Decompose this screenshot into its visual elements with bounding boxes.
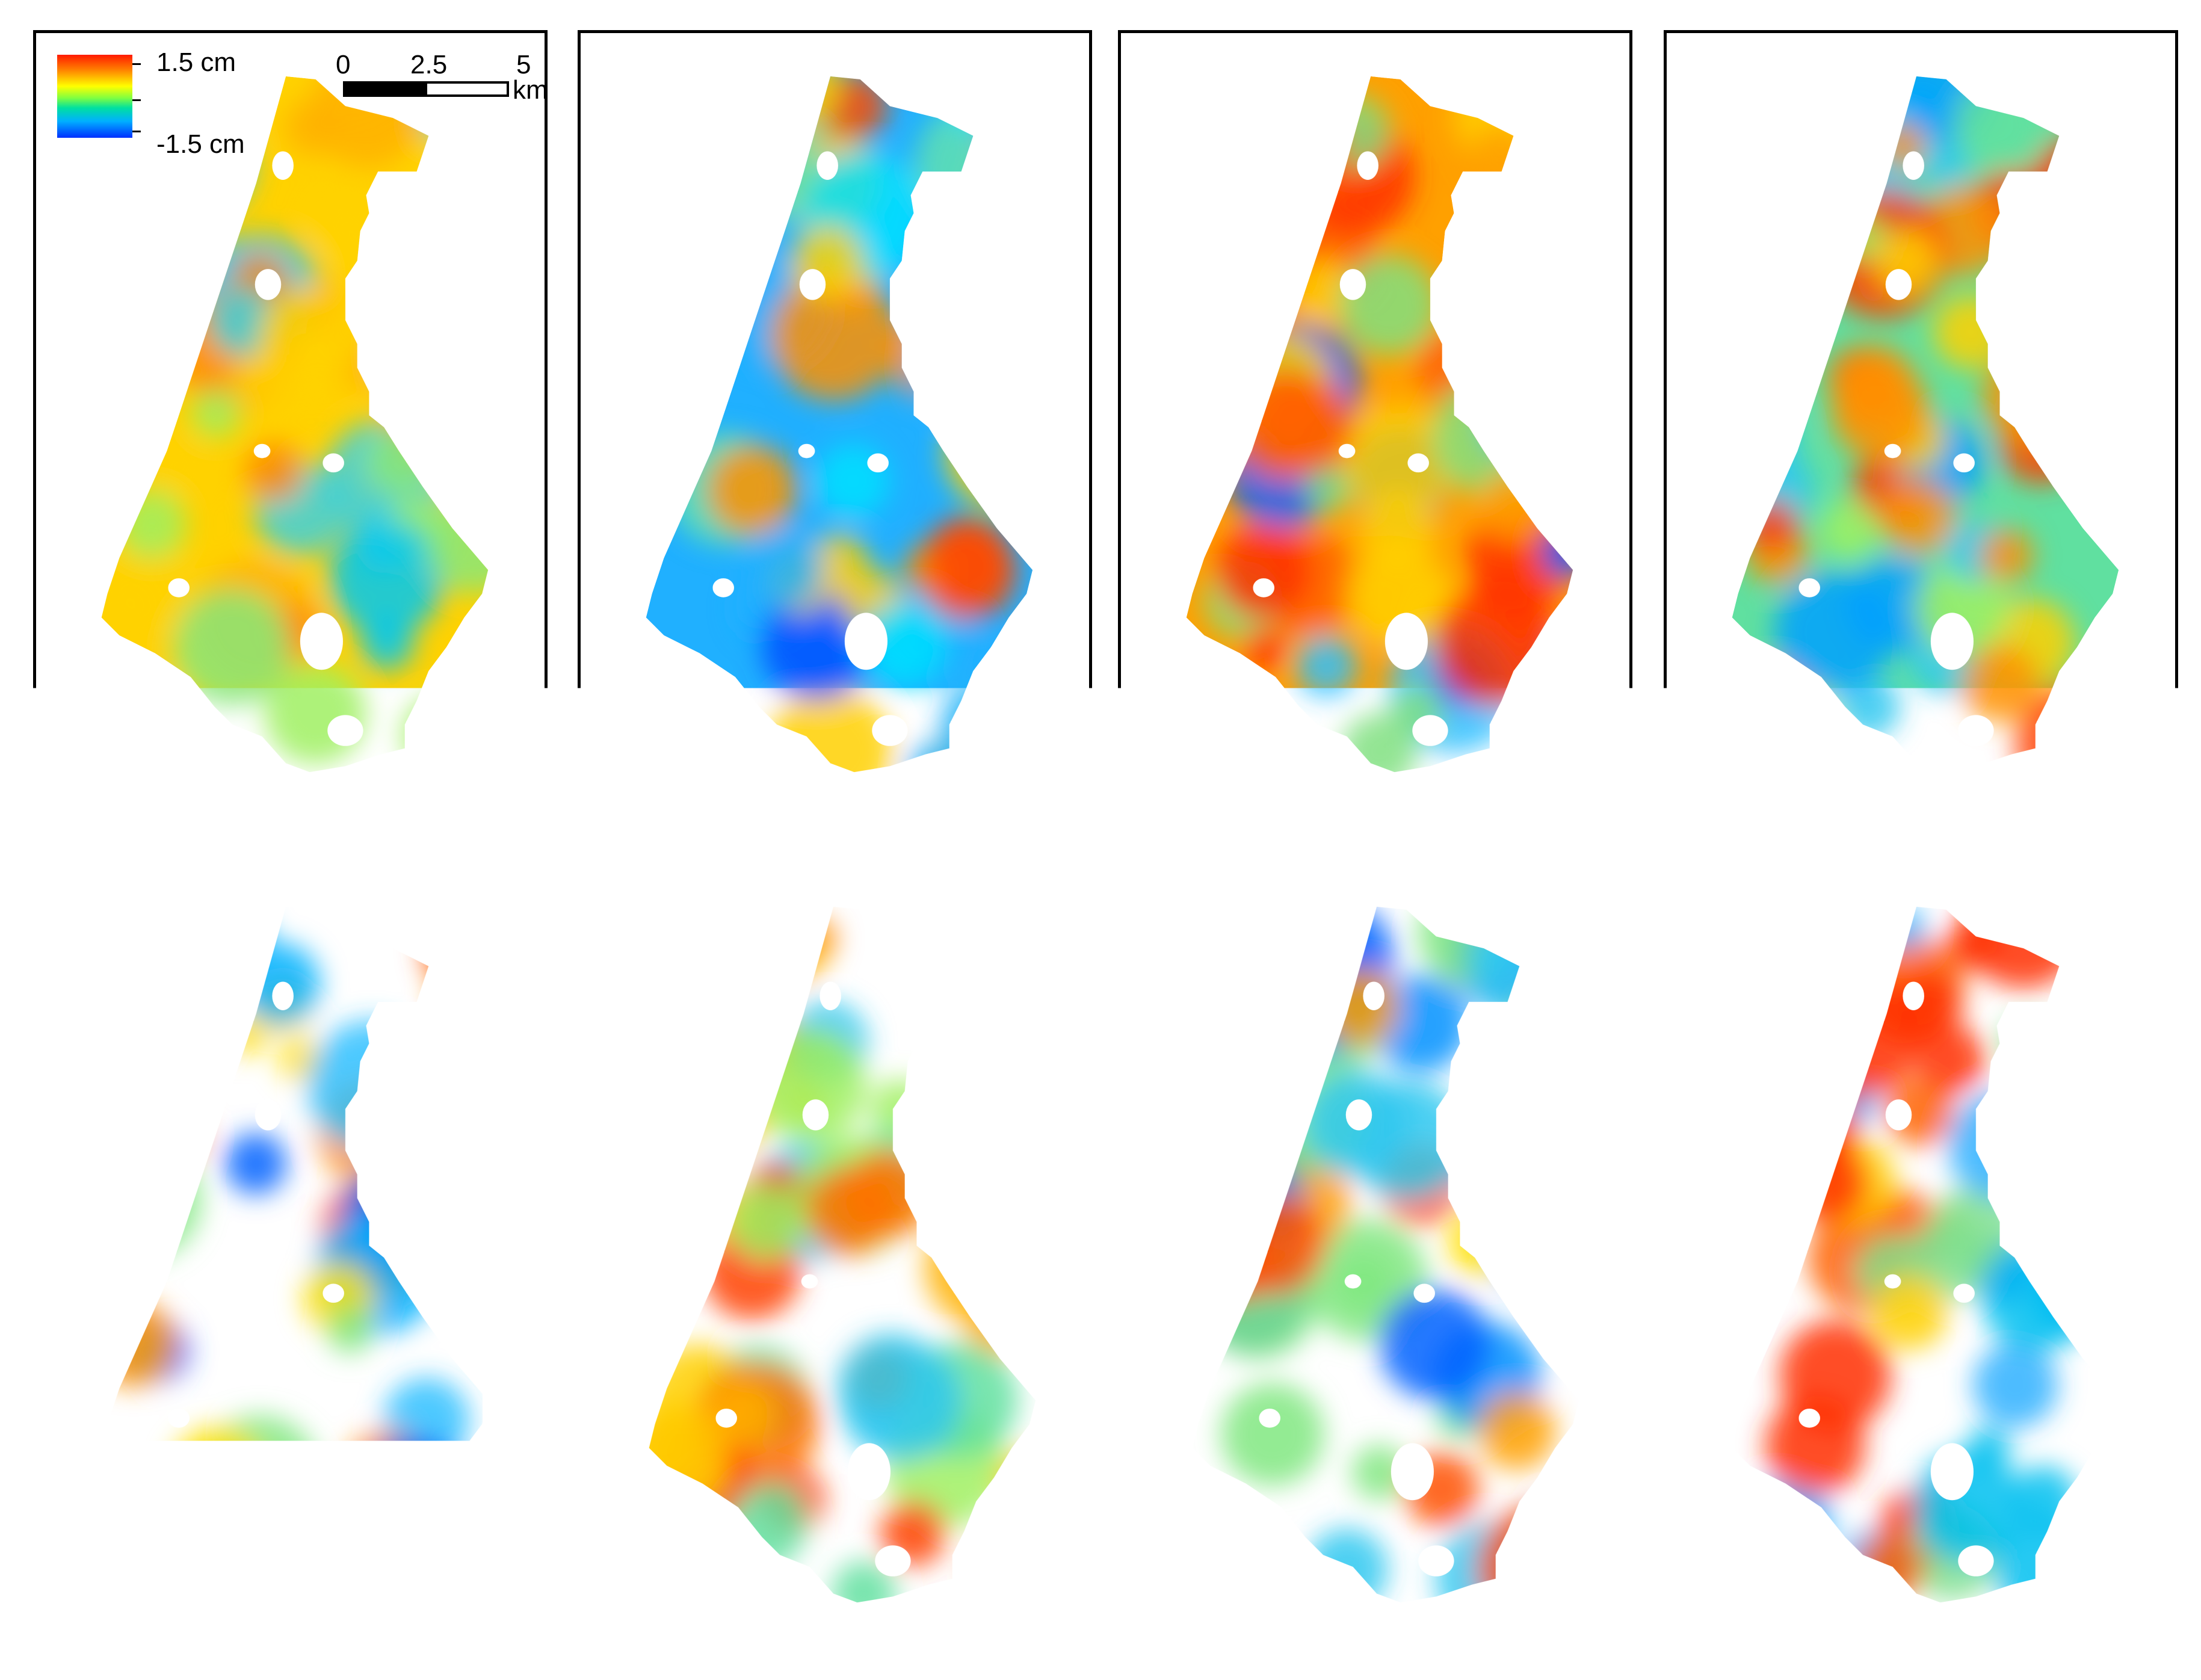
- panel-date-label: 20130629 - 20130710: [1134, 778, 1428, 813]
- map-panel-2: 20130618 - 20130629: [578, 30, 1092, 824]
- panel-date-label: 20130607 - 20130618: [49, 778, 344, 813]
- legend-min-label: -1.5 cm: [156, 129, 245, 159]
- panel-date-label: 20130823 - 20130903: [1140, 1608, 1434, 1643]
- scale-bar-segment-white: [425, 81, 509, 97]
- panel-date-label: 20130721 - 20130801: [49, 1608, 344, 1643]
- map-panel-7: 20130823 - 20130903: [1124, 860, 1638, 1655]
- panel-date-label: 20130618 - 20130629: [594, 778, 888, 813]
- deformation-map: [584, 863, 1092, 1652]
- deformation-map: [1667, 863, 2175, 1652]
- legend-max-label: 1.5 cm: [156, 48, 236, 78]
- map-panel-1: 1.5 cm -1.5 cm 0 2.5 5 km 20130607 - 201…: [33, 30, 548, 824]
- map-panel-5: 20130721 - 20130801: [33, 860, 548, 1655]
- legend-color-ramp: [57, 55, 132, 138]
- legend-tick: [132, 131, 141, 132]
- deformation-map: [1127, 863, 1635, 1652]
- map-panel-3: 20130629 - 20130710: [1118, 30, 1632, 824]
- panel-date-label: 20130710 - 20130721: [1680, 778, 1974, 813]
- map-panel-8: 20130903 - 20130914: [1664, 860, 2178, 1655]
- panel-date-label: 20130801 - 20130823: [597, 1608, 891, 1643]
- deformation-map: [36, 33, 545, 821]
- legend-tick: [132, 63, 141, 65]
- map-panel-4: 20130710 - 20130721: [1664, 30, 2178, 824]
- panel-date-label: 20130903 - 20130914: [1680, 1608, 1974, 1643]
- deformation-map: [1667, 33, 2175, 821]
- scale-bar-segment-black: [343, 81, 427, 97]
- deformation-map: [36, 863, 545, 1652]
- scale-tick-0: 0: [336, 50, 350, 80]
- legend-tick: [132, 99, 141, 101]
- deformation-map: [1121, 33, 1629, 821]
- scale-unit: km: [513, 75, 548, 105]
- map-panel-6: 20130801 - 20130823: [581, 860, 1095, 1655]
- deformation-map: [581, 33, 1089, 821]
- scale-tick-2-5: 2.5: [410, 50, 447, 80]
